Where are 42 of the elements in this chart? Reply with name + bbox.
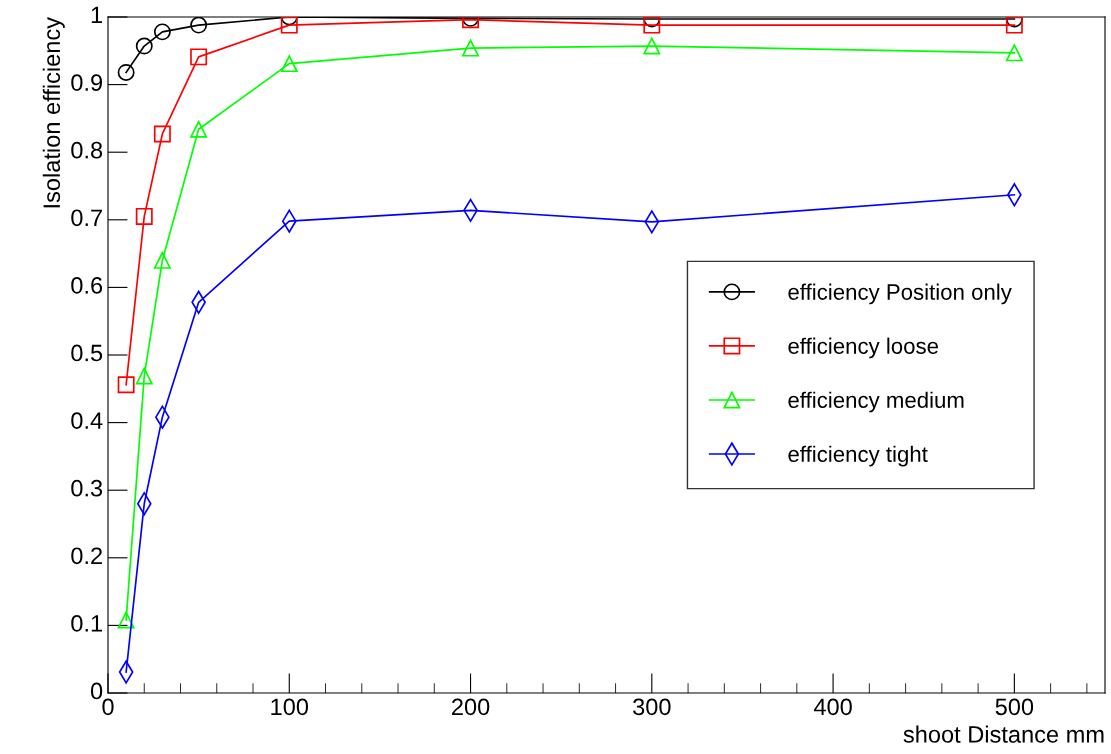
point	[135, 37, 153, 55]
y-tick-label: 0.7	[71, 209, 102, 227]
y-tick-label: 0.5	[71, 344, 103, 362]
y-tick-label: 0.3	[71, 479, 103, 497]
point	[1005, 17, 1023, 34]
x-axis-title: shoot Distance mm	[903, 725, 1104, 743]
y-tick-label: 0	[90, 682, 103, 700]
x-tick-label: 100	[271, 698, 309, 716]
point	[117, 611, 135, 629]
y-tick-label: 0.2	[71, 547, 102, 565]
y-axis-title: Isolation efficiency	[42, 17, 65, 208]
point	[117, 376, 135, 394]
legend-label: efficiency medium	[788, 391, 964, 413]
point	[117, 63, 135, 81]
x-tick-label: 500	[995, 698, 1034, 716]
y-tick-label: 0.8	[71, 141, 103, 159]
x-tick-label: 300	[633, 698, 671, 716]
point	[153, 23, 171, 41]
legend-label: efficiency loose	[788, 337, 938, 359]
x-tick-label: 0	[102, 698, 114, 716]
legend-label: efficiency tight	[788, 445, 928, 467]
point	[643, 17, 661, 34]
x-tick-label: 200	[452, 698, 490, 716]
point	[280, 17, 298, 34]
point	[135, 207, 153, 225]
point	[643, 37, 661, 55]
y-tick-label: 0.6	[71, 277, 103, 294]
point	[190, 17, 208, 34]
y-tick-label: 0.4	[71, 412, 103, 429]
point	[135, 367, 153, 385]
point	[190, 120, 208, 138]
x-tick-label: 400	[813, 698, 852, 716]
y-tick-label: 0.9	[71, 74, 103, 91]
y-tick-label: 1	[91, 6, 102, 24]
y-tick-label: 0.1	[71, 615, 102, 632]
point	[462, 39, 480, 57]
point	[190, 48, 208, 66]
point	[153, 125, 171, 143]
point	[153, 251, 171, 269]
point	[280, 55, 298, 73]
point	[1005, 44, 1023, 62]
legend-label: efficiency Position only	[788, 283, 1012, 305]
